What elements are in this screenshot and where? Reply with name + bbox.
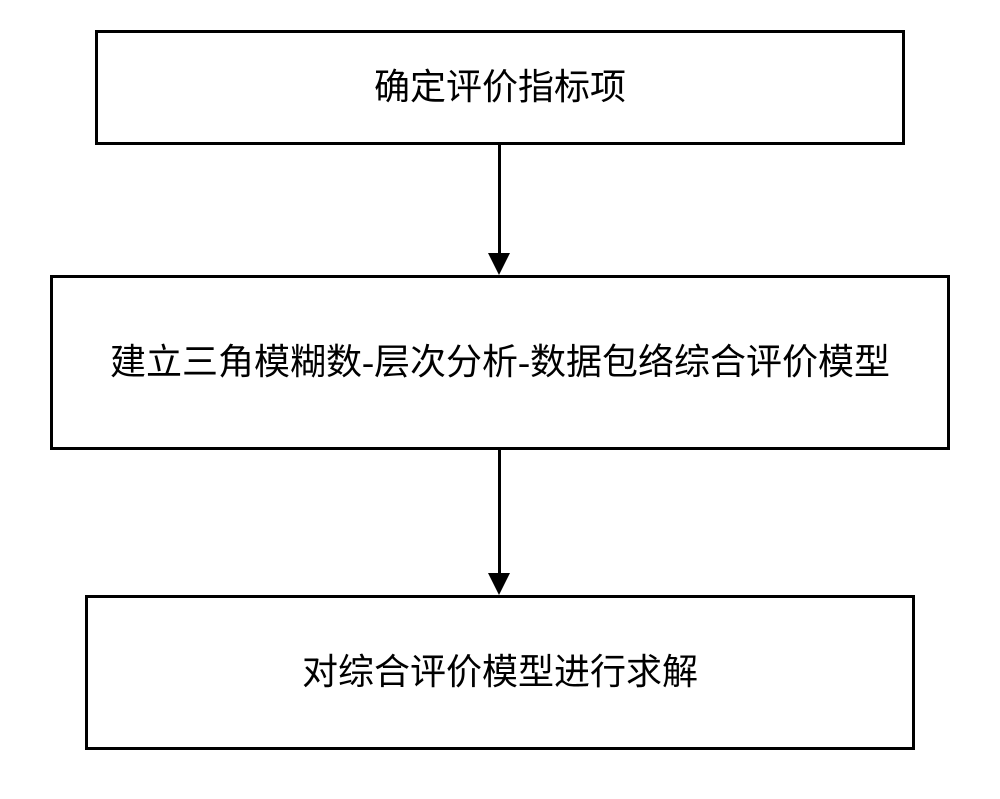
flow-box-3-label: 对综合评价模型进行求解 [302, 647, 698, 697]
flow-box-1-label: 确定评价指标项 [374, 62, 626, 112]
arrow-1-head [488, 253, 510, 275]
flow-box-2: 建立三角模糊数-层次分析-数据包络综合评价模型 [50, 275, 950, 450]
flow-box-2-label: 建立三角模糊数-层次分析-数据包络综合评价模型 [110, 337, 890, 387]
arrow-1-line [498, 145, 501, 255]
arrow-2-line [498, 450, 501, 575]
flow-box-1: 确定评价指标项 [95, 30, 905, 145]
flow-box-3: 对综合评价模型进行求解 [85, 595, 915, 750]
arrow-2-head [488, 573, 510, 595]
